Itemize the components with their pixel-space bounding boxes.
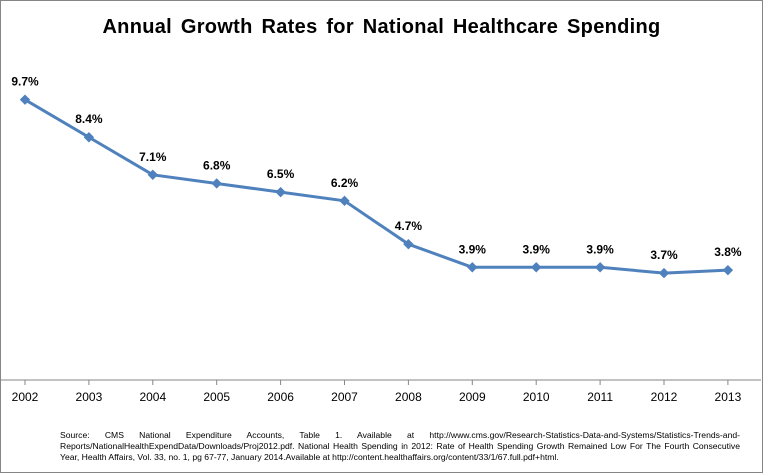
data-point-marker	[275, 186, 286, 198]
x-tick-label: 2007	[331, 390, 358, 404]
data-label: 3.8%	[714, 245, 742, 259]
data-point-marker	[467, 262, 478, 273]
data-point-marker	[722, 264, 734, 276]
x-tick-label: 2009	[459, 390, 486, 404]
x-tick-label: 2005	[203, 390, 230, 404]
data-label: 7.1%	[139, 150, 167, 164]
data-point-marker	[19, 94, 31, 105]
data-point-marker	[147, 169, 159, 181]
x-tick-label: 2002	[12, 390, 39, 404]
data-label: 3.9%	[523, 242, 551, 256]
data-label: 3.9%	[586, 242, 614, 256]
x-tick-label: 2012	[651, 390, 678, 404]
series-line	[24, 98, 728, 275]
data-label: 4.7%	[395, 219, 423, 233]
data-label: 6.2%	[331, 176, 359, 190]
x-tick-label: 2006	[267, 390, 294, 404]
data-label: 3.9%	[459, 242, 487, 256]
data-point-marker	[83, 132, 95, 143]
data-point-marker	[211, 178, 222, 189]
source-note: Source: CMS National Expenditure Account…	[60, 430, 740, 462]
data-label: 8.4%	[75, 112, 103, 126]
chart-title: Annual Growth Rates for National Healthc…	[102, 16, 661, 38]
data-label: 9.7%	[11, 75, 39, 89]
data-point-marker	[339, 195, 350, 207]
x-tick-label: 2011	[587, 390, 613, 404]
data-point-marker	[658, 267, 670, 279]
x-tick-label: 2013	[715, 390, 742, 404]
data-point-marker	[594, 262, 606, 273]
data-label: 6.8%	[203, 158, 231, 172]
data-point-marker	[530, 262, 542, 273]
data-point-marker	[403, 238, 414, 250]
x-tick-label: 2008	[395, 390, 422, 404]
x-tick-label: 2010	[523, 390, 550, 404]
data-label: 6.5%	[267, 167, 295, 181]
x-tick-label: 2004	[139, 390, 166, 404]
x-tick-label: 2003	[76, 390, 103, 404]
data-label: 3.7%	[650, 248, 678, 262]
